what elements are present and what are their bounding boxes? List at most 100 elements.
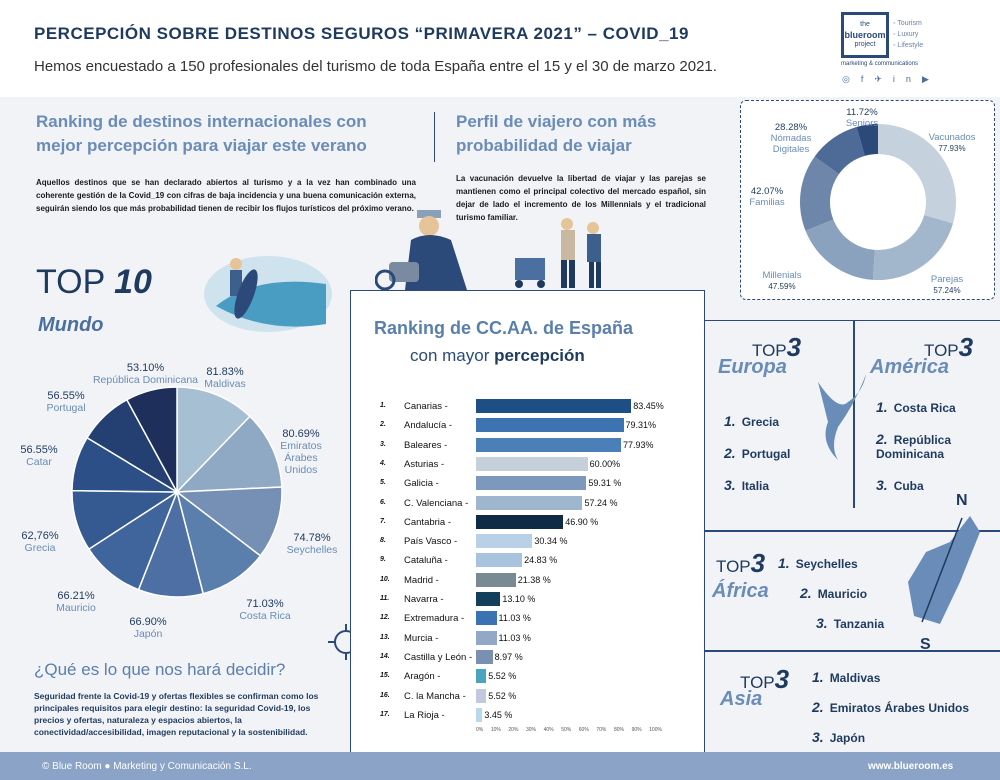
ranking-row: 5. Galicia - 59.31 % xyxy=(380,475,700,495)
region-label: Andalucía - xyxy=(404,420,453,432)
pie-slice-emiratos-rabes-unidos xyxy=(175,415,283,493)
europa-region: Europa xyxy=(718,356,787,378)
twitter-icon[interactable]: ✈ xyxy=(874,74,893,84)
donut-label-vacunados: Vacunados 77.93% xyxy=(928,132,976,153)
africa-item-3: 3. Tanzania xyxy=(816,615,885,631)
rank-number: 13. xyxy=(380,633,390,641)
profile-donut-chart xyxy=(800,124,956,280)
region-label: Madrid - xyxy=(404,574,439,586)
regions-hline xyxy=(705,530,1000,532)
donut-slice-parejas xyxy=(872,215,954,280)
regions-panel xyxy=(705,320,1000,752)
ranking-row: 8. País Vasco - 30.34 % xyxy=(380,533,700,553)
region-label: C. la Mancha - xyxy=(404,690,466,702)
rank-number: 12. xyxy=(380,614,390,622)
facebook-icon[interactable]: f xyxy=(860,74,875,84)
linkedin-icon[interactable]: in xyxy=(892,74,922,84)
axis-tick: 80% xyxy=(613,727,624,733)
perfil-title: Perfil de viajero con más probabilidad d… xyxy=(456,112,657,155)
intl-text: Aquellos destinos que se han declarado a… xyxy=(36,178,416,213)
rank-number: 9. xyxy=(380,556,386,564)
ranking-value: 8.97 % xyxy=(494,651,523,662)
axis-tick: 50% xyxy=(561,727,572,733)
ranking-axis: 0% 10% 20% 30% 40% 50% 60% 70% 80% 90% 100% xyxy=(476,727,662,733)
america-heading: TOP3 xyxy=(924,332,974,362)
perfil-section: Perfil de viajero con más probabilidad d… xyxy=(456,110,706,224)
region-label: Castilla y León - xyxy=(404,651,473,663)
ranking-bar xyxy=(476,437,621,452)
rank-number: 17. xyxy=(380,710,390,718)
couple-illustration xyxy=(515,218,601,288)
ranking-row: 2. Andalucía - 79.31% xyxy=(380,417,700,437)
axis-tick: 0% xyxy=(476,727,484,733)
axis-tick: 10% xyxy=(490,727,501,733)
rank-number: 5. xyxy=(380,479,386,487)
region-label: Baleares - xyxy=(404,439,448,451)
pie-label-rep-dominicana: 53.10% República Dominicana xyxy=(92,362,199,386)
america-item-1: 1. Costa Rica xyxy=(876,399,956,415)
asia-region: Asia xyxy=(720,688,763,710)
rank-number: 14. xyxy=(380,652,390,660)
ranking-bar xyxy=(476,456,588,471)
ranking-row: 7. Cantabria - 46.90 % xyxy=(380,514,700,534)
ranking-bar xyxy=(476,399,632,413)
top10-heading: TOP 10 xyxy=(36,263,152,301)
pie-slice-seychelles xyxy=(174,486,283,557)
ranking-row: 12. Extremadura - 11.03 % xyxy=(380,610,700,630)
intl-title: Ranking de destinos internacionales con … xyxy=(36,112,367,155)
ranking-row: 13. Murcia - 11.03 % xyxy=(380,630,700,650)
ranking-value: 30.34 % xyxy=(534,536,568,547)
pie-label-mauricio: 66.21% Mauricio xyxy=(56,590,96,614)
asia-item-2: 2. Emiratos Árabes Unidos xyxy=(812,699,970,715)
pie-label-portugal: 56.55% Portugal xyxy=(46,390,86,414)
ranking-row: 3. Baleares - 77.93% xyxy=(380,437,700,457)
youtube-icon[interactable]: ▶ xyxy=(921,74,940,84)
axis-tick: 100% xyxy=(649,727,662,733)
america-item-3: 3. Cuba xyxy=(876,477,924,493)
ranking-value: 83.45% xyxy=(633,401,664,411)
logo-mark: the blueroom project xyxy=(841,12,889,58)
blueroom-logo[interactable]: the blueroom project ◦ Tourism ◦ Luxury ◦ … xyxy=(841,12,961,67)
rank-number: 6. xyxy=(380,498,386,506)
ranking-bar xyxy=(476,707,483,722)
america-region: América xyxy=(870,356,949,378)
compass-s: S xyxy=(920,636,931,653)
top10-region: Mundo xyxy=(38,314,104,336)
europa-item-2: 2. Portugal xyxy=(724,445,791,461)
footer-website-link[interactable]: www.blueroom.es xyxy=(868,761,954,772)
ranking-row: 1. Canarias - 83.45% xyxy=(380,398,700,418)
pie-slice-costa-rica xyxy=(175,490,262,595)
region-label: Extremadura - xyxy=(404,613,465,625)
pie-label-maldivas: 81.83% Maldivas xyxy=(204,366,246,390)
instagram-icon[interactable]: ◎ xyxy=(842,74,861,84)
ranking-value: 77.93% xyxy=(622,439,654,450)
ranking-bar xyxy=(476,592,501,606)
ranking-value: 24.83 % xyxy=(524,555,558,566)
america-item-2: 2. República Dominicana xyxy=(876,431,952,461)
pie-label-costa-rica: 71.03% Costa Rica xyxy=(239,598,291,622)
rank-number: 1. xyxy=(380,402,386,409)
ranking-row: 10. Madrid - 21.38 % xyxy=(380,572,700,592)
ranking-row: 11. Navarra - 13.10 % xyxy=(380,591,700,611)
region-label: La Rioja - xyxy=(404,709,445,721)
donut-label-familias: 42.07% Familias xyxy=(749,186,785,208)
rank-number: 4. xyxy=(380,459,386,467)
pie-label-emiratos: 80.69% Emiratos Árabes Unidos xyxy=(280,428,322,476)
page-title: PERCEPCIÓN SOBRE DESTINOS SEGUROS “PRIMA… xyxy=(34,24,689,43)
africa-item-2: 2. Mauricio xyxy=(800,585,868,601)
logo-tags: ◦ Tourism ◦ Luxury ◦ Lifestyle xyxy=(893,20,924,49)
rank-number: 10. xyxy=(380,575,390,583)
ranking-bar xyxy=(476,495,583,510)
ranking-value: 60.00% xyxy=(589,458,621,469)
ranking-row: 4. Asturias - 60.00% xyxy=(380,456,700,476)
africa-item-1: 1. Seychelles xyxy=(778,555,858,571)
ranking-value: 46.90 % xyxy=(565,516,599,527)
ranking-value: 57.24 % xyxy=(584,497,618,508)
region-label: Asturias - xyxy=(404,458,445,470)
donut-slice-seniors xyxy=(856,124,878,156)
donut-label-seniors: 11.72% Seniors xyxy=(845,107,879,129)
rank-number: 8. xyxy=(380,537,386,545)
europa-heading: TOP3 xyxy=(752,332,802,362)
donut-slice-vacunados xyxy=(878,124,956,224)
question-text: Seguridad frente la Covid-19 y ofertas f… xyxy=(34,691,319,737)
